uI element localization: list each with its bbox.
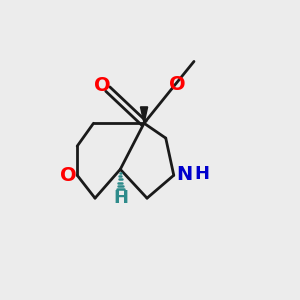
Text: O: O [60, 166, 76, 185]
Text: N: N [177, 165, 193, 184]
Text: O: O [94, 76, 110, 95]
Text: O: O [169, 74, 186, 94]
Text: H: H [194, 165, 209, 183]
Polygon shape [140, 107, 148, 123]
Text: H: H [114, 189, 129, 207]
